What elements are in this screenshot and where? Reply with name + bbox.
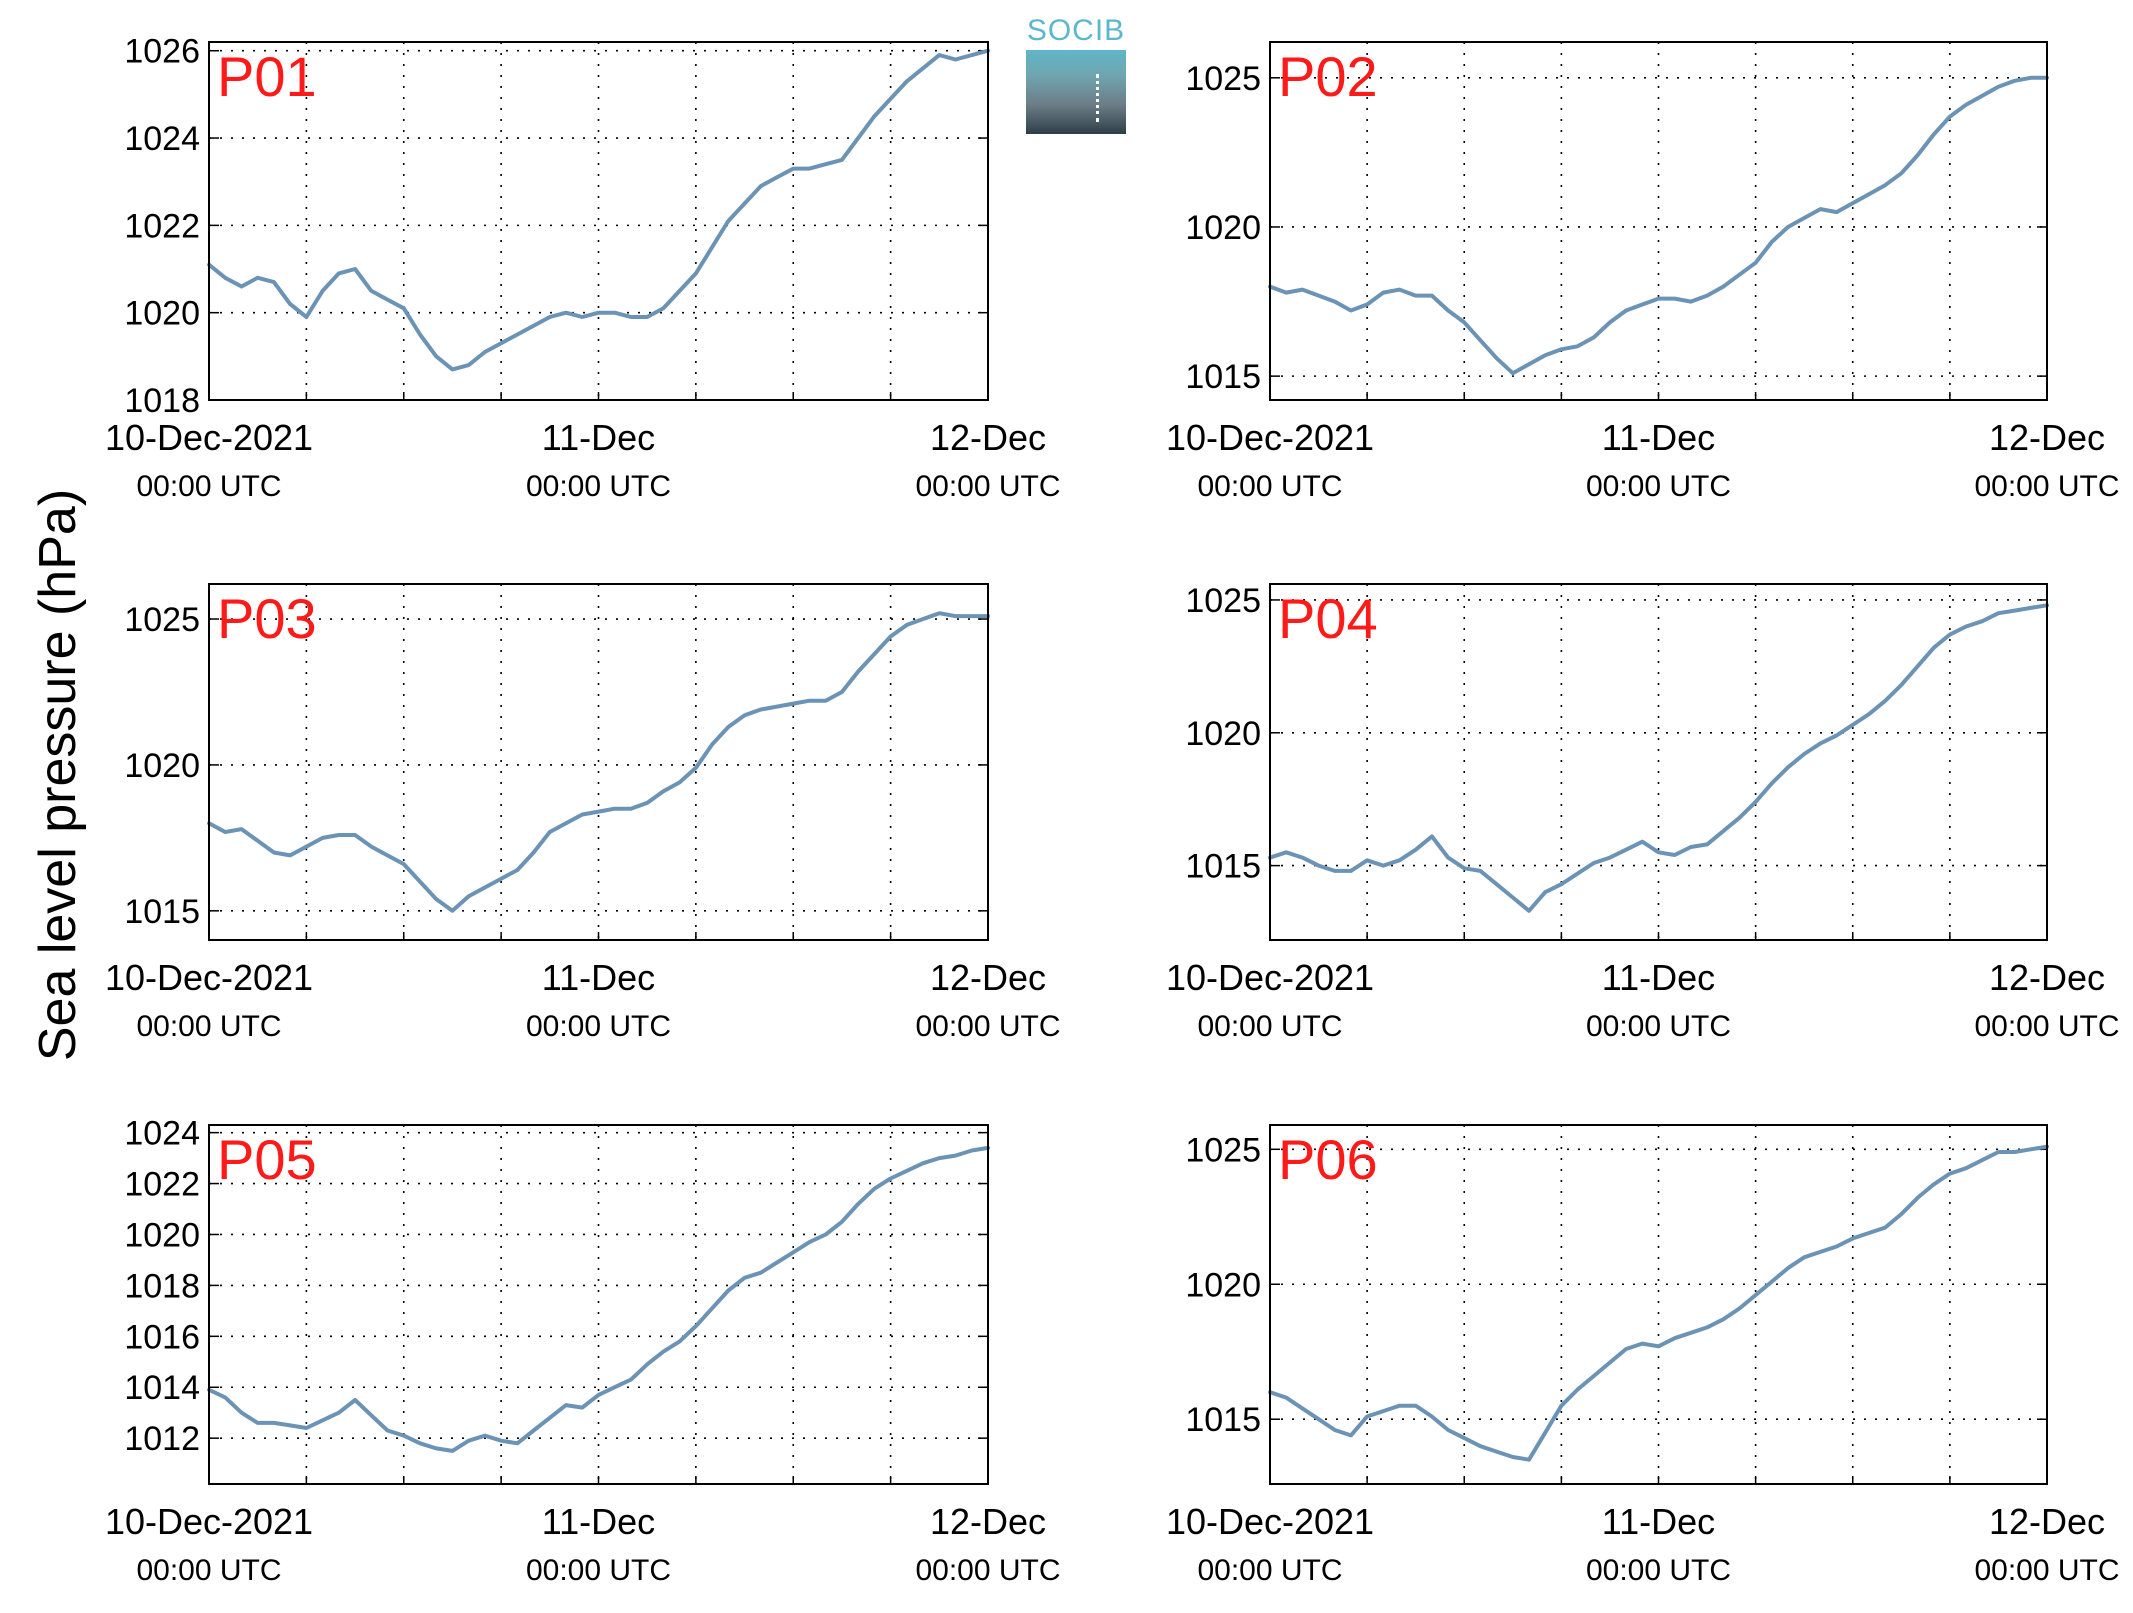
p01-x-tick-label: 11-Dec bbox=[542, 417, 655, 458]
p05-y-tick-label: 1022 bbox=[124, 1166, 200, 1204]
p02-series-line bbox=[1268, 75, 2049, 376]
p03-y-tick-label: 1020 bbox=[124, 747, 200, 785]
p04-x-tick-label: 11-Dec bbox=[1602, 957, 1715, 998]
p02-y-tick-label: 1025 bbox=[1185, 60, 1261, 98]
p05-y-tick-label: 1024 bbox=[124, 1115, 200, 1153]
p03-panel-label: P03 bbox=[217, 587, 317, 650]
p06-x-tick-sublabel: 00:00 UTC bbox=[1197, 1554, 1342, 1587]
p04-x-tick-sublabel: 00:00 UTC bbox=[1974, 1010, 2119, 1043]
p03-x-tick-sublabel: 00:00 UTC bbox=[526, 1010, 671, 1043]
p06-plot-frame bbox=[1269, 1124, 2048, 1485]
p05-y-tick-label: 1020 bbox=[124, 1216, 200, 1254]
p04-x-tick-label: 12-Dec bbox=[1989, 957, 2105, 998]
p03-x-tick-label: 11-Dec bbox=[542, 957, 655, 998]
p05-y-tick-label: 1018 bbox=[124, 1267, 200, 1305]
p03-x-tick-sublabel: 00:00 UTC bbox=[915, 1010, 1060, 1043]
p04-x-tick-sublabel: 00:00 UTC bbox=[1197, 1010, 1342, 1043]
p06-x-tick-sublabel: 00:00 UTC bbox=[1586, 1554, 1731, 1587]
p05-x-tick-sublabel: 00:00 UTC bbox=[136, 1554, 281, 1587]
p02-panel-label: P02 bbox=[1278, 45, 1378, 108]
p06-panel-label: P06 bbox=[1278, 1128, 1378, 1191]
logo-dots bbox=[1096, 74, 1099, 122]
p02-y-tick-label: 1020 bbox=[1185, 209, 1261, 247]
p04-x-tick-sublabel: 00:00 UTC bbox=[1586, 1010, 1731, 1043]
p05-x-tick-label: 12-Dec bbox=[930, 1501, 1046, 1542]
p06-x-tick-sublabel: 00:00 UTC bbox=[1974, 1554, 2119, 1587]
p05-x-tick-sublabel: 00:00 UTC bbox=[526, 1554, 671, 1587]
p01-y-tick-label: 1022 bbox=[124, 207, 200, 245]
p02-y-tick-label: 1015 bbox=[1185, 358, 1261, 396]
p06-y-tick-label: 1015 bbox=[1185, 1401, 1261, 1439]
p05-y-tick-label: 1014 bbox=[124, 1369, 200, 1407]
p03-plot-frame bbox=[208, 583, 989, 941]
p04-plot-frame bbox=[1269, 583, 2048, 941]
p01-y-tick-label: 1024 bbox=[124, 120, 200, 158]
p02-x-tick-sublabel: 00:00 UTC bbox=[1974, 470, 2119, 503]
p01-plot-frame bbox=[208, 41, 989, 401]
p03-x-tick-label: 12-Dec bbox=[930, 957, 1046, 998]
p05-x-tick-label: 11-Dec bbox=[542, 1501, 655, 1542]
p01-series-line bbox=[207, 48, 990, 372]
p05-x-tick-label: 10-Dec-2021 bbox=[105, 1501, 313, 1542]
p03-series-line bbox=[207, 611, 990, 913]
p04-y-tick-label: 1025 bbox=[1185, 582, 1261, 620]
p04-y-tick-label: 1015 bbox=[1185, 848, 1261, 886]
p03-x-tick-sublabel: 00:00 UTC bbox=[136, 1010, 281, 1043]
p02-x-tick-label: 10-Dec-2021 bbox=[1166, 417, 1374, 458]
p06-y-tick-label: 1025 bbox=[1185, 1131, 1261, 1169]
p05-y-tick-label: 1016 bbox=[124, 1318, 200, 1356]
p05-y-tick-label: 1012 bbox=[124, 1420, 200, 1458]
p06-x-tick-label: 10-Dec-2021 bbox=[1166, 1501, 1374, 1542]
p04-panel-label: P04 bbox=[1278, 587, 1378, 650]
p03-x-tick-label: 10-Dec-2021 bbox=[105, 957, 313, 998]
p04-series-line bbox=[1268, 603, 2049, 913]
p06-x-tick-label: 12-Dec bbox=[1989, 1501, 2105, 1542]
p01-x-tick-label: 10-Dec-2021 bbox=[105, 417, 313, 458]
p01-x-tick-label: 12-Dec bbox=[930, 417, 1046, 458]
p01-x-tick-sublabel: 00:00 UTC bbox=[136, 470, 281, 503]
p02-x-tick-sublabel: 00:00 UTC bbox=[1586, 470, 1731, 503]
p05-series-line bbox=[207, 1145, 990, 1453]
p02-x-tick-label: 12-Dec bbox=[1989, 417, 2105, 458]
p06-x-tick-label: 11-Dec bbox=[1602, 1501, 1715, 1542]
p05-x-tick-sublabel: 00:00 UTC bbox=[915, 1554, 1060, 1587]
p02-x-tick-label: 11-Dec bbox=[1602, 417, 1715, 458]
p05-panel-label: P05 bbox=[217, 1128, 317, 1191]
p06-series-line bbox=[1268, 1144, 2049, 1462]
p01-x-tick-sublabel: 00:00 UTC bbox=[915, 470, 1060, 503]
logo-graphic bbox=[1026, 50, 1126, 134]
p03-y-tick-label: 1015 bbox=[124, 893, 200, 931]
socib-logo: SOCIB bbox=[1026, 14, 1126, 134]
p05-plot-frame bbox=[208, 1124, 989, 1485]
p04-x-tick-label: 10-Dec-2021 bbox=[1166, 957, 1374, 998]
p01-x-tick-sublabel: 00:00 UTC bbox=[526, 470, 671, 503]
p02-plot-frame bbox=[1269, 41, 2048, 401]
p01-y-tick-label: 1018 bbox=[124, 382, 200, 420]
logo-text: SOCIB bbox=[1026, 14, 1126, 47]
p01-panel-label: P01 bbox=[217, 45, 317, 108]
y-axis-label: Sea level pressure (hPa) bbox=[29, 489, 87, 1061]
p06-y-tick-label: 1020 bbox=[1185, 1266, 1261, 1304]
p01-y-tick-label: 1020 bbox=[124, 295, 200, 333]
p04-y-tick-label: 1020 bbox=[1185, 715, 1261, 753]
p03-y-tick-label: 1025 bbox=[124, 601, 200, 639]
p01-y-tick-label: 1026 bbox=[124, 33, 200, 71]
p02-x-tick-sublabel: 00:00 UTC bbox=[1197, 470, 1342, 503]
